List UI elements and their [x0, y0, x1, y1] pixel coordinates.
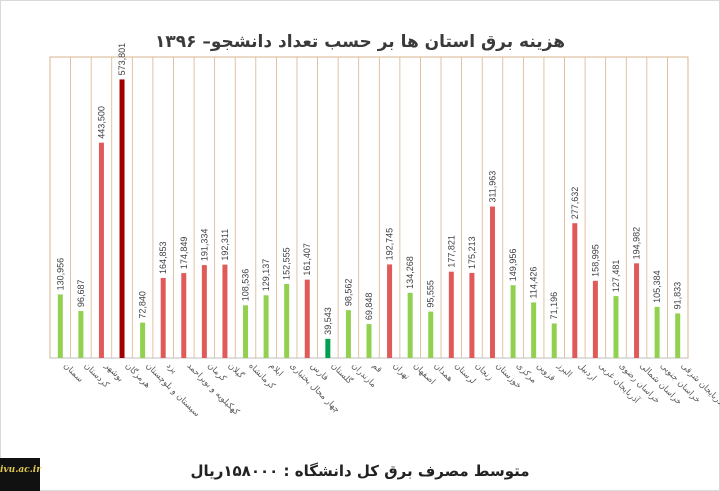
bar-7	[181, 273, 187, 358]
bar-13	[304, 279, 310, 358]
category-label: گیلان	[226, 360, 247, 381]
data-label: 191,334	[199, 229, 209, 262]
bar-4	[119, 79, 125, 359]
category-label: البرز	[554, 360, 573, 379]
watermark-text: ivu.ac.ir	[0, 465, 41, 475]
data-label: 573,801	[117, 43, 127, 76]
bar-6	[160, 277, 166, 358]
data-label: 114,426	[529, 267, 539, 299]
data-label: 127,481	[611, 260, 621, 293]
bar-9	[222, 264, 228, 358]
bar-12	[284, 283, 290, 358]
data-label: 108,536	[241, 269, 251, 302]
data-label: 95,555	[426, 280, 436, 308]
bar-28	[613, 296, 619, 358]
category-label: قزوین	[535, 361, 557, 383]
bar-5	[140, 322, 146, 358]
bar-10	[243, 305, 249, 358]
bar-15	[345, 310, 351, 358]
bar-25	[551, 323, 557, 358]
data-label: 98,562	[343, 279, 353, 307]
category-label: اصفهان	[411, 361, 437, 387]
data-label: 164,853	[158, 241, 168, 274]
data-label: 194,982	[632, 227, 642, 260]
bar-29	[634, 263, 640, 358]
data-label: 158,995	[590, 244, 600, 277]
category-label: یزد	[164, 361, 179, 376]
bar-26	[572, 223, 578, 358]
bar-18	[407, 292, 413, 358]
category-label: اردبیل	[576, 361, 598, 383]
data-label: 96,687	[76, 280, 86, 308]
bar-24	[531, 302, 537, 358]
bar-22	[489, 206, 495, 358]
chart-title: هزینه برق استان ها بر حسب تعداد دانشجو– …	[154, 32, 566, 52]
bar-14	[325, 338, 331, 358]
site-logo-watermark: ivu.ac.ir	[0, 458, 41, 491]
data-label: 311,963	[487, 171, 497, 203]
data-label: 152,555	[282, 247, 292, 280]
data-label: 129,137	[261, 259, 271, 292]
data-label: 130,956	[55, 258, 65, 291]
data-label: 277,632	[570, 187, 580, 220]
data-label: 161,407	[302, 243, 312, 276]
category-label: قم	[370, 361, 384, 375]
data-label: 105,384	[652, 270, 662, 303]
category-label: لرستان	[452, 361, 477, 386]
bar-3	[98, 142, 104, 358]
bar-23	[510, 285, 516, 358]
data-label: 39,543	[323, 307, 333, 335]
bar-30	[654, 306, 660, 358]
data-label: 69,848	[364, 293, 374, 321]
category-label: سمنان	[61, 361, 85, 385]
category-label: تهران	[390, 361, 411, 382]
data-label: 134,268	[405, 256, 415, 289]
category-label: گلستان	[329, 360, 356, 387]
data-label: 149,956	[508, 249, 518, 282]
bar-19	[428, 311, 434, 358]
data-label: 443,500	[96, 106, 106, 139]
bar-17	[387, 264, 393, 358]
data-label: 192,745	[385, 228, 395, 261]
bar-8	[201, 265, 207, 358]
data-label: 71,196	[549, 292, 559, 320]
bar-20	[448, 271, 454, 358]
data-label: 174,849	[179, 237, 189, 270]
data-label: 177,821	[446, 235, 456, 268]
bar-2	[78, 311, 84, 358]
bar-1	[57, 294, 63, 358]
data-label: 175,213	[467, 236, 477, 269]
data-label: 72,840	[138, 291, 148, 319]
bar-16	[366, 324, 372, 358]
data-label: 192,311	[220, 229, 230, 261]
bar-11	[263, 295, 269, 358]
bar-31	[675, 313, 681, 358]
bar-27	[592, 280, 598, 358]
bar-21	[469, 272, 475, 358]
average-consumption-note: متوسط مصرف برق کل دانشگاه : ۱۵۸۰۰۰ریال	[190, 462, 530, 480]
data-label: 91,833	[673, 282, 683, 310]
